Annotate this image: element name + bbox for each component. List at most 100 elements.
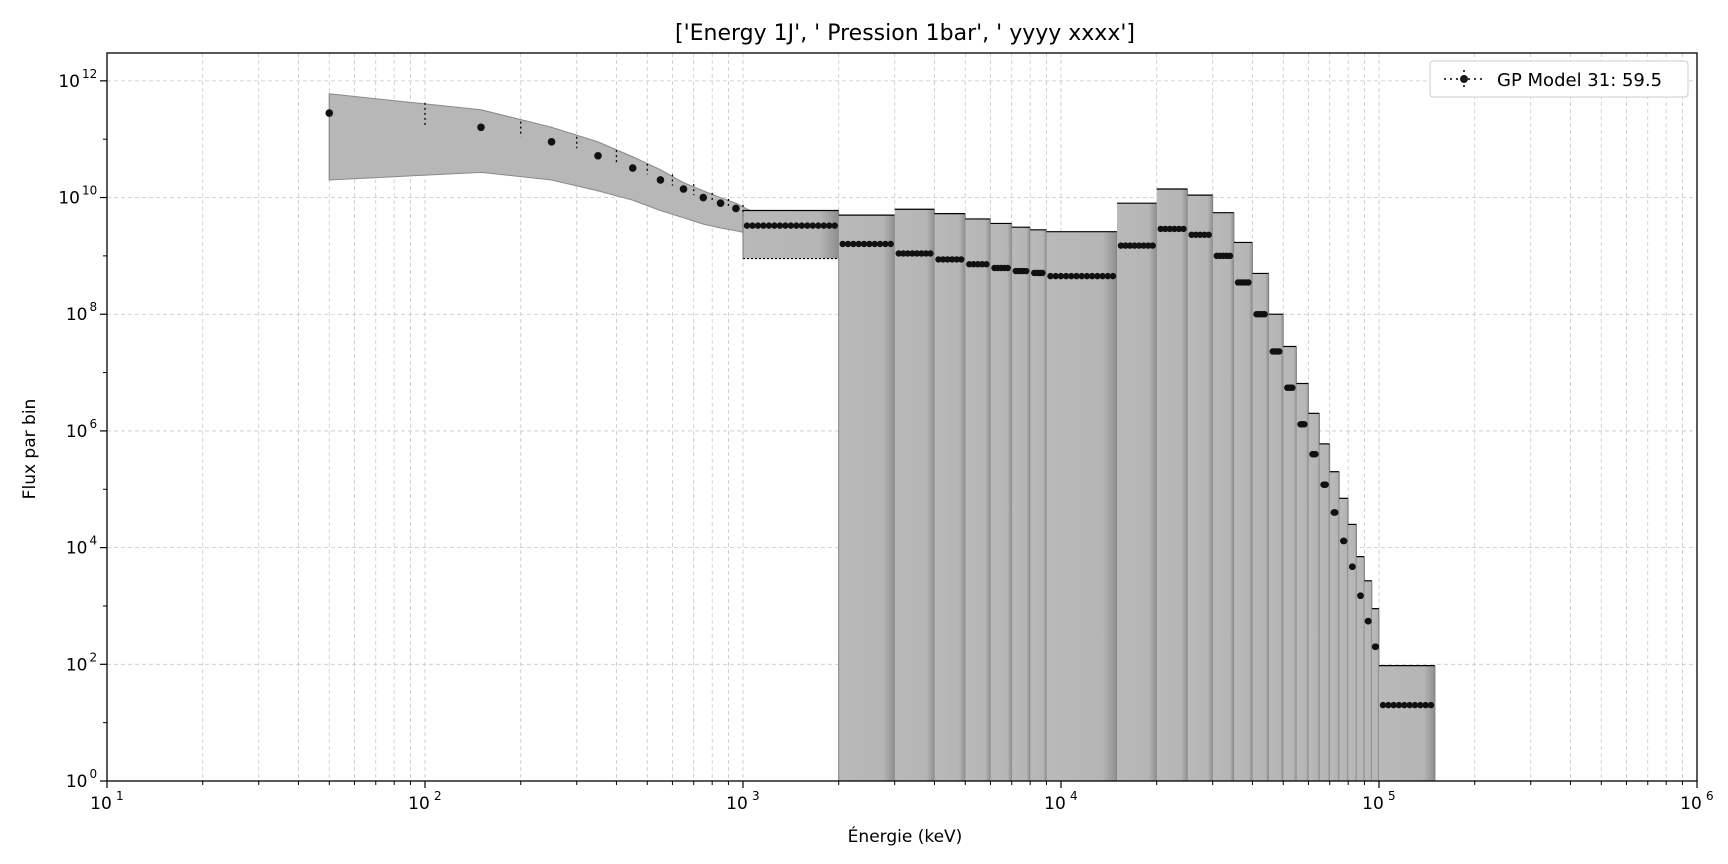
data-point: [749, 222, 756, 229]
data-point: [1073, 272, 1080, 280]
data-point: [1427, 701, 1435, 709]
data-point: [887, 240, 894, 248]
data-point: [760, 222, 767, 229]
bin-fill: [1252, 273, 1269, 781]
data-point: [1099, 272, 1106, 280]
data-point: [1364, 617, 1372, 625]
y-tick-exponent: 2: [90, 650, 98, 664]
bin-fill: [1329, 471, 1340, 781]
x-tick-label: 10: [1680, 794, 1702, 814]
data-point: [913, 250, 921, 257]
plot-content: [325, 93, 1436, 781]
bin-fill: [1156, 189, 1188, 781]
data-point: [656, 176, 665, 184]
data-point: [1083, 272, 1091, 280]
data-point: [1390, 701, 1397, 709]
data-point: [1166, 225, 1174, 233]
data-point: [871, 240, 878, 248]
data-point: [815, 222, 822, 229]
data-point: [904, 250, 911, 257]
bin-fill: [965, 218, 991, 781]
data-point: [1371, 643, 1379, 650]
data-point: [1088, 272, 1096, 280]
data-point: [594, 151, 602, 160]
data-point: [1340, 537, 1348, 545]
data-point: [855, 240, 862, 248]
data-point: [1312, 450, 1319, 458]
data-point: [1322, 481, 1329, 488]
data-point: [939, 256, 947, 263]
data-point: [679, 185, 688, 193]
data-point: [793, 222, 800, 229]
data-point: [1109, 272, 1117, 280]
data-point: [1385, 701, 1392, 709]
data-point: [1417, 701, 1424, 709]
data-point: [477, 123, 485, 132]
chart-title: ['Energy 1J', ' Pression 1bar', ' yyyy x…: [675, 21, 1135, 46]
data-point: [798, 222, 806, 229]
data-point: [882, 240, 889, 248]
x-tick-exponent: 1: [116, 789, 124, 803]
bin-fill: [1234, 242, 1253, 781]
data-point: [1349, 563, 1356, 570]
y-axis-label: Flux par bin: [20, 399, 40, 500]
bin-fill: [1348, 524, 1357, 781]
data-point: [1057, 272, 1065, 280]
data-point: [765, 222, 773, 229]
legend-marker-dot: [1460, 75, 1468, 83]
y-tick-label: 10: [58, 189, 80, 209]
data-point: [1062, 272, 1070, 280]
data-point: [922, 250, 930, 257]
y-tick-label: 10: [66, 539, 88, 559]
legend-box: [1429, 60, 1689, 98]
data-point: [1205, 231, 1212, 238]
bin-fill: [838, 215, 895, 781]
data-point: [1406, 701, 1413, 709]
bin-fill: [1379, 665, 1435, 781]
data-point: [944, 256, 951, 263]
y-tick-label: 10: [66, 422, 88, 442]
data-point: [699, 193, 708, 202]
data-point: [839, 240, 846, 248]
data-point: [927, 250, 934, 257]
data-point: [895, 250, 902, 257]
data-point: [1078, 272, 1085, 280]
data-point: [820, 222, 827, 229]
bin-fill: [1187, 195, 1213, 781]
x-tick-label: 10: [90, 794, 112, 814]
data-point: [1180, 225, 1187, 233]
data-point: [1104, 272, 1111, 280]
data-point: [860, 240, 868, 248]
data-point: [1140, 242, 1147, 249]
data-point: [958, 256, 965, 263]
plot-frame: [106, 52, 1698, 782]
data-point: [909, 250, 916, 257]
bin-fill: [743, 210, 839, 259]
data-point: [1261, 311, 1268, 318]
data-point: [826, 222, 833, 229]
bin-fill: [1011, 227, 1031, 781]
data-point: [1157, 225, 1164, 233]
data-point: [1022, 267, 1030, 275]
x-tick-exponent: 4: [1070, 789, 1078, 803]
data-point: [1039, 269, 1046, 277]
data-point: [1149, 242, 1156, 249]
bin-fill: [1356, 556, 1365, 781]
data-point: [1094, 272, 1101, 280]
bin-fill: [934, 213, 966, 781]
y-tick-exponent: 12: [82, 67, 97, 81]
data-point: [1245, 279, 1252, 286]
data-point: [900, 250, 907, 257]
bin-fill: [1030, 229, 1047, 781]
data-point: [547, 138, 556, 146]
data-point: [1004, 264, 1011, 272]
data-point: [1162, 225, 1169, 233]
x-tick-label: 10: [1044, 794, 1066, 814]
data-point: [948, 256, 956, 263]
bin-fill: [1116, 203, 1157, 781]
data-point: [776, 222, 784, 229]
data-point: [1126, 242, 1134, 249]
x-tick-exponent: 3: [752, 789, 760, 803]
